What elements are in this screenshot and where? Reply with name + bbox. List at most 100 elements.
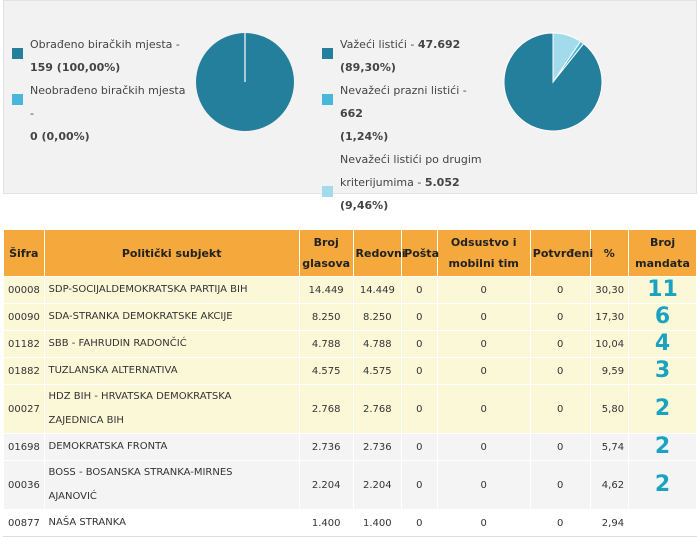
- col-post[interactable]: Pošta: [401, 229, 439, 277]
- cell-confirmed: 0: [529, 460, 591, 510]
- col-votes[interactable]: Broj glasova: [298, 229, 354, 277]
- cell-absentee: 0: [436, 433, 531, 461]
- cell-post: 0: [401, 303, 438, 331]
- cell-code: 00008: [3, 276, 45, 304]
- cell-code: 01182: [3, 330, 45, 358]
- cell-confirmed: 0: [529, 303, 591, 331]
- cell-mandates: 2: [628, 384, 697, 434]
- processed-swatch: [12, 48, 23, 59]
- cell-confirmed: 0: [529, 357, 591, 385]
- statistics-panel: Obrađeno biračkih mjesta - 159 (100,00%)…: [3, 0, 697, 212]
- subject-line1: TUZLANSKA ALTERNATIVA: [48, 365, 178, 376]
- cell-pct: 30,30: [589, 276, 630, 304]
- col-subject[interactable]: Politički subjekt: [43, 229, 300, 277]
- table-row: 00036 BOSS - BOSANSKA STRANKA-MIRNES AJAN…: [3, 460, 697, 510]
- valid-pct: (89,30%): [340, 61, 396, 74]
- cell-confirmed: 0: [529, 330, 591, 358]
- invalid-empty-pct: (1,24%): [340, 130, 389, 143]
- cell-subject: HDZ BIH - HRVATSKA DEMOKRATSKA ZAJEDNICA …: [43, 384, 300, 434]
- subject-line1: SDA-STRANKA DEMOKRATSKE AKCIJE: [48, 311, 233, 322]
- cell-votes: 4.788: [298, 330, 354, 358]
- pie-slice-invalid-other: [552, 32, 582, 84]
- col-votes-line1: Broj: [313, 236, 339, 249]
- col-mandates-line1: Broj: [649, 236, 676, 249]
- unprocessed-swatch: [12, 94, 23, 105]
- cell-regular: 2.768: [352, 384, 403, 434]
- invalid-other-pct: (9,46%): [340, 199, 389, 212]
- ballots-legend: Važeći listići - 47.692 (89,30%) Nevažeć…: [322, 33, 487, 217]
- cell-regular: 4.788: [352, 330, 403, 358]
- cell-votes: 2.768: [298, 384, 354, 434]
- col-code[interactable]: Šifra: [3, 229, 45, 277]
- cell-pct: 9,59: [589, 357, 630, 385]
- invalid-other-label-2: kriterijumima -: [340, 176, 425, 189]
- legend-valid: Važeći listići - 47.692 (89,30%): [322, 33, 487, 79]
- subject-line1: DEMOKRATSKA FRONTA: [48, 441, 168, 452]
- col-mandates[interactable]: Broj mandata: [628, 229, 697, 277]
- cell-mandates: 4: [628, 330, 697, 358]
- cell-subject: SDP-SOCIJALDEMOKRATSKA PARTIJA BIH: [43, 276, 300, 304]
- cell-absentee: 0: [436, 357, 531, 385]
- table-row: 01698 DEMOKRATSKA FRONTA 2.736 2.736 0 0…: [3, 433, 697, 461]
- valid-swatch: [322, 48, 333, 59]
- cell-code: 00090: [3, 303, 45, 331]
- cell-absentee: 0: [436, 384, 531, 434]
- table-row: 00008 SDP-SOCIJALDEMOKRATSKA PARTIJA BIH…: [3, 276, 697, 304]
- cell-code: 00036: [3, 460, 45, 510]
- cell-regular: 1.400: [352, 509, 403, 537]
- table-row: 01182 SBB - FAHRUDIN RADONČIĆ 4.788 4.78…: [3, 330, 697, 358]
- cell-post: 0: [401, 460, 438, 510]
- invalid-other-value: 5.052: [424, 176, 460, 189]
- cell-votes: 1.400: [298, 509, 354, 537]
- cell-subject: SDA-STRANKA DEMOKRATSKE AKCIJE: [43, 303, 300, 331]
- cell-absentee: 0: [436, 276, 531, 304]
- subject-line1: SBB - FAHRUDIN RADONČIĆ: [48, 338, 187, 349]
- col-pct[interactable]: %: [589, 229, 630, 277]
- table-row: 01882 TUZLANSKA ALTERNATIVA 4.575 4.575 …: [3, 357, 697, 385]
- valid-value: 47.692: [417, 38, 461, 51]
- invalid-empty-label: Nevažeći prazni listići -: [340, 84, 467, 97]
- col-votes-line2: glasova: [302, 257, 351, 270]
- cell-votes: 2.204: [298, 460, 354, 510]
- cell-mandates: 3: [628, 357, 697, 385]
- cell-votes: 8.250: [298, 303, 354, 331]
- cell-confirmed: 0: [529, 433, 591, 461]
- cell-code: 01698: [3, 433, 45, 461]
- col-regular[interactable]: Redovni: [352, 229, 406, 277]
- cell-pct: 2,94: [589, 509, 630, 537]
- col-absentee[interactable]: Odsustvo i mobilni tim: [436, 229, 531, 277]
- cell-regular: 8.250: [352, 303, 403, 331]
- invalid-other-label-1: Nevažeći listići po drugim: [340, 153, 482, 166]
- cell-post: 0: [401, 433, 438, 461]
- cell-confirmed: 0: [529, 509, 591, 537]
- cell-post: 0: [401, 276, 438, 304]
- col-confirmed[interactable]: Potvrđeni: [529, 229, 593, 277]
- table-row: 00090 SDA-STRANKA DEMOKRATSKE AKCIJE 8.2…: [3, 303, 697, 331]
- col-mandates-line2: mandata: [635, 257, 690, 270]
- unprocessed-label: Neobrađeno biračkih mjesta -: [30, 84, 186, 120]
- cell-post: 0: [401, 330, 438, 358]
- subject-line2: ZAJEDNICA BIH: [48, 415, 124, 426]
- cell-subject: SBB - FAHRUDIN RADONČIĆ: [43, 330, 300, 358]
- results-table: Šifra Politički subjekt Broj glasova Redo…: [3, 229, 697, 537]
- cell-pct: 17,30: [589, 303, 630, 331]
- cell-confirmed: 0: [529, 384, 591, 434]
- subject-line1: HDZ BIH - HRVATSKA DEMOKRATSKA: [48, 391, 232, 402]
- stations-legend: Obrađeno biračkih mjesta - 159 (100,00%)…: [12, 33, 187, 148]
- cell-regular: 4.575: [352, 357, 403, 385]
- table-row: 00027 HDZ BIH - HRVATSKA DEMOKRATSKA ZAJE…: [3, 384, 697, 434]
- cell-pct: 10,04: [589, 330, 630, 358]
- cell-absentee: 0: [436, 303, 531, 331]
- subject-line2: AJANOVIĆ: [48, 491, 97, 502]
- col-absentee-line1: Odsustvo i: [450, 236, 517, 249]
- legend-invalid-other: Nevažeći listići po drugim kriterijumima…: [322, 148, 487, 217]
- invalid-empty-swatch: [322, 94, 333, 105]
- table-header-row: Šifra Politički subjekt Broj glasova Redo…: [3, 229, 697, 277]
- cell-votes: 14.449: [298, 276, 354, 304]
- processed-value: 159 (100,00%): [30, 61, 121, 74]
- subject-line1: BOSS - BOSANSKA STRANKA-MIRNES: [48, 467, 233, 478]
- subject-line1: NAŠA STRANKA: [48, 517, 126, 528]
- col-absentee-line2: mobilni tim: [448, 257, 519, 270]
- cell-subject: TUZLANSKA ALTERNATIVA: [43, 357, 300, 385]
- valid-label: Važeći listići -: [340, 38, 418, 51]
